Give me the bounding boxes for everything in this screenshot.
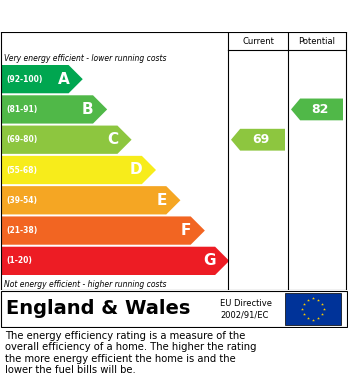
Polygon shape [2,186,180,214]
Text: (69-80): (69-80) [6,135,37,144]
Text: Not energy efficient - higher running costs: Not energy efficient - higher running co… [4,280,166,289]
Text: (1-20): (1-20) [6,256,32,265]
Polygon shape [2,217,205,245]
Polygon shape [2,156,156,184]
Text: (92-100): (92-100) [6,75,42,84]
Text: Energy Efficiency Rating: Energy Efficiency Rating [10,9,220,23]
Polygon shape [231,129,285,151]
Text: overall efficiency of a home. The higher the rating: overall efficiency of a home. The higher… [5,342,256,352]
Text: 69: 69 [252,133,270,146]
Text: E: E [157,193,167,208]
Polygon shape [291,99,343,120]
Text: Potential: Potential [299,36,335,45]
Polygon shape [2,65,83,93]
Text: EU Directive: EU Directive [220,299,272,308]
Text: F: F [181,223,191,238]
Text: (81-91): (81-91) [6,105,37,114]
Text: England & Wales: England & Wales [6,300,190,319]
Text: The energy efficiency rating is a measure of the: The energy efficiency rating is a measur… [5,331,245,341]
Text: D: D [130,163,143,178]
Polygon shape [2,247,229,275]
Text: Very energy efficient - lower running costs: Very energy efficient - lower running co… [4,54,166,63]
Polygon shape [2,95,107,124]
Text: (55-68): (55-68) [6,165,37,174]
Text: (39-54): (39-54) [6,196,37,205]
Text: Current: Current [242,36,274,45]
Text: lower the fuel bills will be.: lower the fuel bills will be. [5,365,136,375]
Text: 82: 82 [311,103,329,116]
Text: the more energy efficient the home is and the: the more energy efficient the home is an… [5,353,236,364]
Text: B: B [82,102,94,117]
Text: C: C [107,132,118,147]
Text: (21-38): (21-38) [6,226,37,235]
Bar [285,293,341,325]
Text: 2002/91/EC: 2002/91/EC [220,310,268,319]
Polygon shape [2,126,132,154]
Text: A: A [57,72,69,87]
Text: G: G [203,253,216,268]
